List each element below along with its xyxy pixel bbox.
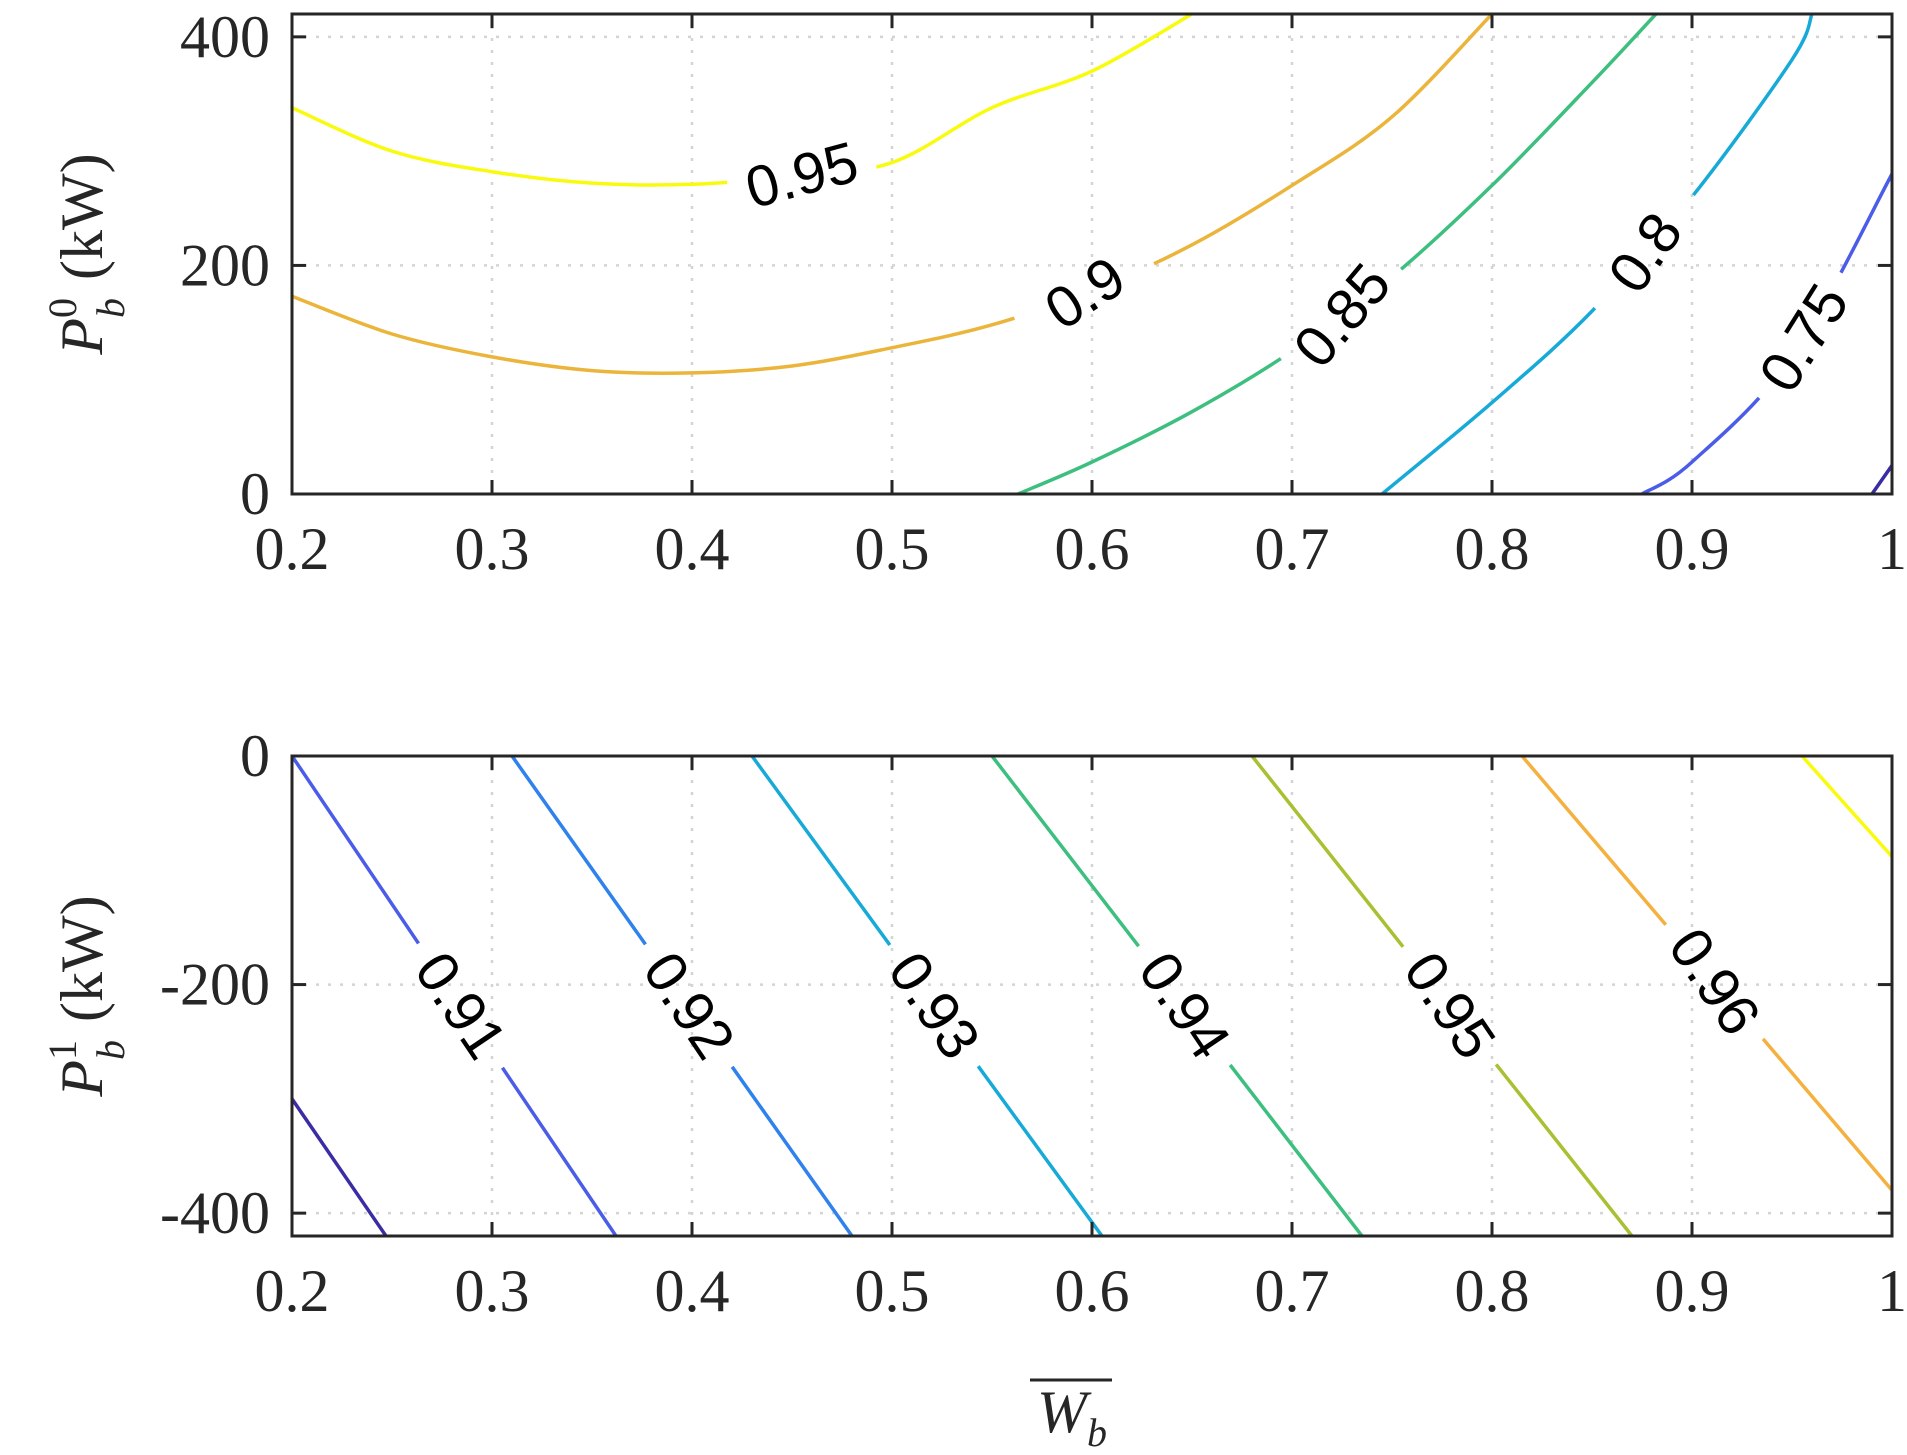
contour-label: 0.8 <box>1596 201 1695 304</box>
x-tick-label: 0.6 <box>1055 1258 1130 1324</box>
x-tick-label: 0.7 <box>1255 1258 1330 1324</box>
contour-line-0.91 <box>292 756 618 1236</box>
contour-label: 0.94 <box>1126 941 1243 1071</box>
x-tick-label: 0.4 <box>655 516 730 582</box>
panel-1: 0.95 0.9 0.85 0.8 0.75 0.2 0.3 0.4 0.5 0.6 0.7 0.8 0… <box>40 4 1907 582</box>
x-axis-label: Wb <box>1037 1379 1107 1455</box>
contour-line-0.9 <box>292 14 1494 375</box>
contour-label: 0.9 <box>1034 244 1137 342</box>
contour-lines <box>292 14 1892 494</box>
x-tick-label: 1 <box>1877 516 1907 582</box>
x-tick-label: 0.8 <box>1455 1258 1530 1324</box>
y-tick-label: 200 <box>180 232 270 298</box>
y-tick-label: -200 <box>160 952 270 1018</box>
contour-line-0.85 <box>1017 14 1658 494</box>
contour-line-0.93 <box>750 756 1104 1236</box>
y-tick-label: 0 <box>240 461 270 527</box>
x-tick-label: 0.5 <box>855 1258 930 1324</box>
contour-line-0.92 <box>510 756 854 1236</box>
contour-label: 0.95 <box>739 129 865 221</box>
contour-line-unlabeled <box>1800 756 1892 858</box>
x-tick-label: 0.3 <box>455 1258 530 1324</box>
x-tick-label: 0.2 <box>255 1258 330 1324</box>
contour-line-unlabeled <box>1870 464 1892 494</box>
contour-label: 0.85 <box>1281 251 1403 379</box>
contour-line-unlabeled <box>292 1097 388 1236</box>
contour-label: 0.91 <box>402 941 519 1071</box>
contour-line-0.94 <box>990 756 1364 1236</box>
contour-label: 0.92 <box>630 941 747 1071</box>
x-tick-label: 0.2 <box>255 516 330 582</box>
x-tick-label: 0.8 <box>1455 516 1530 582</box>
y-tick-label: -400 <box>160 1180 270 1246</box>
y-tick-label: 0 <box>240 723 270 789</box>
contour-lines <box>292 756 1892 1236</box>
y-axis-label: P0b(kW) <box>40 153 133 355</box>
contour-line-0.96 <box>1520 756 1892 1192</box>
y-axis-label: P1b(kW) <box>40 895 133 1097</box>
x-tick-label: 0.7 <box>1255 516 1330 582</box>
y-tick-label: 400 <box>180 4 270 70</box>
contour-line-0.8 <box>1380 14 1814 494</box>
x-tick-label: 0.9 <box>1655 516 1730 582</box>
x-tick-label: 0.3 <box>455 516 530 582</box>
x-tick-label: 0.9 <box>1655 1258 1730 1324</box>
contour-label: 0.96 <box>1656 917 1773 1047</box>
contour-label: 0.75 <box>1747 273 1862 403</box>
contour-line-0.95 <box>1250 756 1634 1236</box>
contour-line-0.95 <box>292 14 1193 187</box>
x-tick-label: 0.5 <box>855 516 930 582</box>
contour-label: 0.95 <box>1391 941 1508 1071</box>
x-tick-label: 1 <box>1877 1258 1907 1324</box>
x-tick-label: 0.6 <box>1055 516 1130 582</box>
x-tick-label: 0.4 <box>655 1258 730 1324</box>
contour-line-0.75 <box>1641 173 1892 494</box>
panel-2: 0.91 0.92 0.93 0.94 0.95 0.960.2 0.3 0.4 0.5 0.6 0… <box>40 723 1907 1455</box>
